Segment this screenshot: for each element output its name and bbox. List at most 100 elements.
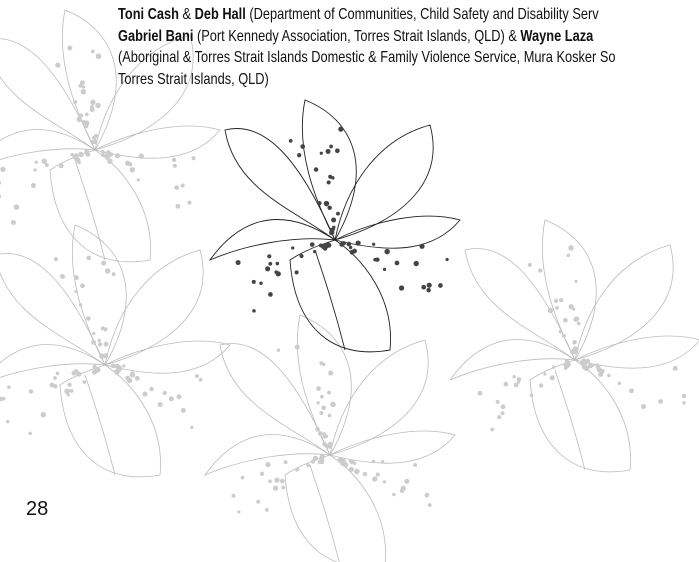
dot	[321, 405, 326, 410]
dot	[98, 342, 102, 346]
dot	[281, 486, 285, 490]
dot	[310, 242, 315, 247]
dot	[582, 364, 587, 369]
dot	[0, 195, 1, 199]
dot	[137, 178, 140, 181]
dot	[268, 479, 272, 483]
dot	[400, 488, 405, 493]
dot	[102, 354, 105, 357]
dot	[316, 386, 321, 391]
dot	[77, 117, 82, 122]
name: Deb Hall	[195, 6, 246, 23]
dot	[135, 376, 140, 381]
dot	[550, 375, 555, 380]
dot	[318, 460, 322, 464]
dot	[95, 367, 100, 372]
dot	[384, 249, 389, 254]
dot	[273, 486, 278, 491]
dot	[104, 342, 109, 347]
dot	[142, 392, 147, 397]
dot	[11, 220, 16, 225]
dot	[111, 364, 116, 369]
dot	[548, 308, 553, 313]
dot	[101, 261, 106, 266]
dot	[372, 243, 375, 246]
dot	[569, 304, 574, 309]
dot	[438, 283, 443, 288]
dot	[95, 103, 100, 108]
dot	[55, 62, 60, 67]
dot	[428, 503, 432, 507]
dot	[328, 371, 333, 376]
dot	[104, 154, 108, 158]
dot	[383, 480, 386, 483]
dot	[607, 374, 611, 378]
dot	[190, 426, 193, 429]
dot	[252, 280, 256, 284]
dot	[375, 257, 379, 261]
dot	[125, 376, 130, 381]
dot	[90, 105, 94, 109]
dot	[584, 361, 588, 365]
dot	[181, 184, 185, 188]
page-body: Toni Cash & Deb Hall (Department of Comm…	[0, 0, 699, 562]
dot	[115, 153, 120, 158]
dot	[7, 385, 11, 389]
dot	[323, 435, 326, 438]
dot	[28, 432, 32, 436]
dot	[265, 508, 269, 512]
dot	[6, 420, 9, 423]
dot	[195, 374, 199, 378]
dot	[241, 476, 245, 480]
page: Page 28 {"credits": {"lines": [ [{"text"…	[0, 0, 699, 562]
dot	[101, 154, 105, 158]
dot	[149, 387, 153, 391]
dot	[50, 383, 55, 388]
dot	[80, 153, 84, 157]
affiliation: &	[179, 6, 195, 23]
credit-line: Toni Cash & Deb Hall (Department of Comm…	[118, 4, 694, 26]
dot	[82, 85, 85, 88]
dot	[528, 263, 532, 267]
affiliation: Torres Strait Islands, QLD)	[118, 71, 269, 88]
dot	[554, 299, 558, 303]
dot	[73, 100, 77, 104]
dot	[101, 150, 104, 153]
dot	[80, 283, 85, 288]
dot	[56, 372, 60, 376]
dot	[543, 372, 546, 375]
dot	[79, 303, 83, 307]
dot	[114, 369, 120, 375]
dot	[67, 45, 72, 50]
dot	[572, 340, 577, 345]
dot	[74, 275, 79, 280]
dot	[295, 467, 299, 471]
dot	[265, 266, 270, 271]
dot	[74, 290, 77, 293]
dot	[363, 472, 367, 476]
dot	[426, 288, 431, 293]
dot	[336, 212, 340, 216]
dot	[85, 113, 89, 117]
dot	[106, 150, 111, 155]
dot	[497, 415, 501, 419]
credit-line: Gabriel Bani (Port Kennedy Association, …	[118, 26, 694, 48]
dot	[496, 400, 500, 404]
dot	[0, 167, 5, 172]
dot	[658, 399, 663, 404]
dot	[181, 408, 186, 413]
dot	[268, 262, 272, 266]
dot	[295, 270, 299, 274]
dot	[568, 245, 573, 250]
dot	[320, 395, 324, 399]
dot	[682, 394, 687, 399]
dot	[346, 242, 351, 247]
dot	[381, 460, 384, 463]
dot	[328, 414, 332, 418]
dot	[399, 285, 404, 290]
dot	[67, 393, 70, 396]
dot	[172, 158, 176, 162]
dot	[566, 254, 570, 258]
page-number: 28	[26, 498, 48, 521]
affiliation: (Department of Communities, Child Safety…	[246, 6, 599, 23]
